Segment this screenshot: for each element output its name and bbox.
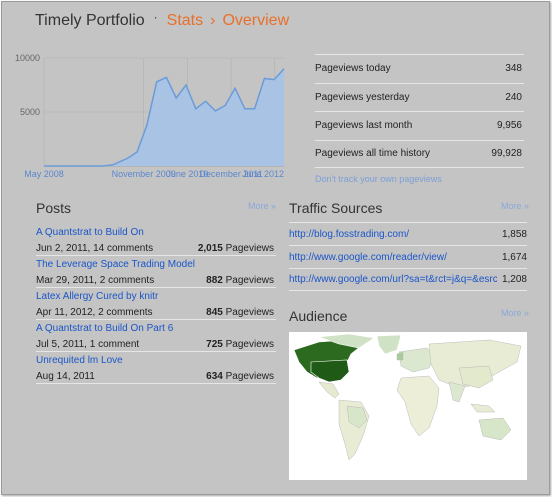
y-tick-label: 10000 <box>15 53 40 63</box>
source-count: 1,858 <box>501 228 527 240</box>
map-uk <box>396 351 404 361</box>
stat-today: Pageviews today 348 <box>315 54 524 83</box>
posts-more-link[interactable]: More » <box>248 201 277 211</box>
stat-label: Pageviews all time history <box>315 148 431 160</box>
x-tick-label: June 2012 <box>242 169 284 179</box>
blog-title[interactable]: Timely Portfolio <box>35 12 145 29</box>
pageviews-area <box>44 68 284 166</box>
post-title-link[interactable]: Unrequited lm Love <box>36 355 123 366</box>
source-url-link[interactable]: http://www.google.com/reader/view/ <box>289 251 447 263</box>
posts-list: A Quantstrat to Build On Jun 2, 2011, 14… <box>36 224 276 384</box>
map-china <box>458 365 494 389</box>
dont-track-link[interactable]: Don't track your own pageviews <box>315 174 442 184</box>
y-tick-label: 5000 <box>20 107 40 117</box>
map-greenland <box>376 334 402 355</box>
stat-value: 9,956 <box>496 120 522 132</box>
traffic-sources-list: http://blog.fosstrading.com/ 1,858 http:… <box>289 222 527 291</box>
post-title-link[interactable]: A Quantstrat to Build On <box>36 227 144 238</box>
x-tick-label: November 2009 <box>112 169 176 179</box>
stat-last-month: Pageviews last month 9,956 <box>315 111 524 140</box>
list-item: A Quantstrat to Build On Part 6 Jul 5, 2… <box>36 320 276 352</box>
breadcrumb-overview: Overview <box>222 12 290 29</box>
stat-all-time: Pageviews all time history 99,928 <box>315 139 524 168</box>
map-europe <box>398 347 436 373</box>
post-title-link[interactable]: The Leverage Space Trading Model <box>36 259 195 270</box>
source-count: 1,208 <box>501 274 527 285</box>
stat-value: 99,928 <box>491 148 522 160</box>
separator-dot: · <box>153 10 158 24</box>
x-tick-label: December 2011 <box>199 169 262 179</box>
stat-yesterday: Pageviews yesterday 240 <box>315 82 524 112</box>
x-tick-label: May 2008 <box>24 169 64 179</box>
list-item: http://www.google.com/reader/view/ 1,674 <box>289 245 527 268</box>
pageviews-line <box>44 68 285 167</box>
map-indonesia <box>470 403 496 413</box>
map-india <box>448 381 466 403</box>
stat-label: Pageviews last month <box>315 120 413 132</box>
map-africa <box>396 375 440 437</box>
list-item: Unrequited lm Love Aug 14, 2011 634 Page… <box>36 352 276 384</box>
post-meta: Jun 2, 2011, 14 comments <box>36 243 154 254</box>
audience-world-map[interactable] <box>289 332 527 480</box>
stats-table: Pageviews today 348 Pageviews yesterday … <box>315 54 524 168</box>
traffic-more-link[interactable]: More » <box>501 201 530 211</box>
list-item: http://blog.fosstrading.com/ 1,858 <box>289 222 527 245</box>
map-canada <box>318 333 375 349</box>
post-meta: Apr 11, 2012, 2 comments <box>36 307 153 318</box>
post-meta: Aug 14, 2011 <box>36 371 95 382</box>
pageviews-chart[interactable]: 10000 5000 May 2008 November 2009 June 2010… <box>2 46 302 186</box>
post-views: 634 Pageviews <box>206 371 274 382</box>
map-mexico <box>318 381 340 399</box>
post-meta: Jul 5, 2011, 1 comment <box>36 339 140 350</box>
posts-title: Posts <box>36 200 72 216</box>
breadcrumb: Timely Portfolio · Stats › Overview <box>35 10 289 32</box>
post-views: 725 Pageviews <box>206 339 274 350</box>
breadcrumb-stats[interactable]: Stats <box>166 12 204 29</box>
map-australia <box>478 417 512 441</box>
source-count: 1,674 <box>501 251 527 263</box>
x-tick-label: June 2010 <box>166 169 208 179</box>
post-meta: Mar 29, 2011, 2 comments <box>36 275 155 286</box>
audience-more-link[interactable]: More » <box>501 308 530 318</box>
post-title-link[interactable]: A Quantstrat to Build On Part 6 <box>36 323 174 334</box>
stat-value: 348 <box>505 63 522 75</box>
audience-title: Audience <box>289 308 348 324</box>
stat-label: Pageviews today <box>315 63 391 75</box>
post-views: 2,015 Pageviews <box>197 243 274 254</box>
breadcrumb-arrow: › <box>210 12 216 29</box>
post-views: 882 Pageviews <box>206 275 274 286</box>
traffic-sources-title: Traffic Sources <box>289 200 383 216</box>
post-title-link[interactable]: Latex Allergy Cured by knitr <box>36 291 159 302</box>
source-url-link[interactable]: http://blog.fosstrading.com/ <box>289 228 410 240</box>
source-url-link[interactable]: http://www.google.com/url?sa=t&rct=j&q=&… <box>289 274 497 285</box>
list-item: http://www.google.com/url?sa=t&rct=j&q=&… <box>289 268 527 291</box>
map-brazil <box>346 405 368 429</box>
stat-value: 240 <box>505 91 522 103</box>
list-item: A Quantstrat to Build On Jun 2, 2011, 14… <box>36 224 276 256</box>
list-item: Latex Allergy Cured by knitr Apr 11, 201… <box>36 288 276 320</box>
stat-label: Pageviews yesterday <box>315 91 410 103</box>
post-views: 845 Pageviews <box>206 307 274 318</box>
map-usa <box>310 359 350 383</box>
list-item: The Leverage Space Trading Model Mar 29,… <box>36 256 276 288</box>
